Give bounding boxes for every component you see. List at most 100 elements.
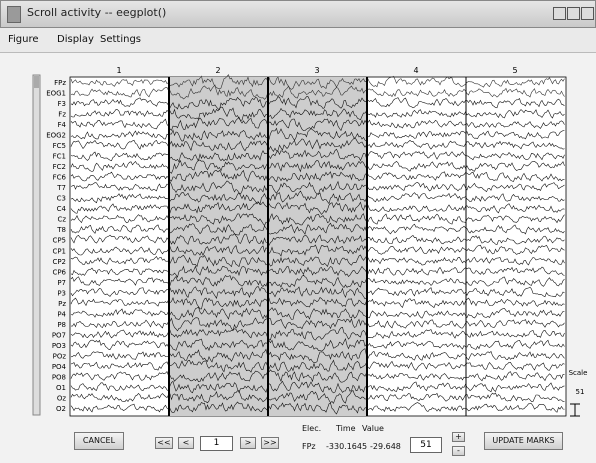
channel-label: PO4 [52, 363, 67, 371]
eeg-trace [70, 213, 565, 227]
cancel-button[interactable]: CANCEL [74, 432, 124, 450]
channel-label: EOG2 [46, 132, 66, 140]
eeg-trace [70, 306, 565, 320]
channel-label: CP2 [52, 258, 66, 266]
channel-label: P8 [57, 321, 66, 329]
channel-label: FC6 [53, 174, 67, 182]
channel-label: PO7 [52, 331, 66, 339]
eeg-trace [70, 116, 565, 132]
epoch-label: 3 [314, 66, 319, 75]
channel-label: P3 [57, 289, 66, 297]
eeg-trace [70, 106, 565, 121]
eeg-trace [70, 254, 565, 268]
slider-thumb[interactable] [34, 76, 39, 88]
readout-value: FPz [302, 442, 316, 451]
eeg-trace [70, 74, 565, 90]
eeg-trace [70, 348, 565, 364]
maximize-button[interactable] [567, 7, 580, 20]
channel-label: CP5 [52, 237, 66, 245]
readout-value: -330.1645 [326, 442, 368, 451]
eeg-trace [70, 390, 565, 404]
channel-label: Oz [57, 394, 67, 402]
channel-label: T8 [56, 226, 66, 234]
last-button[interactable]: >> [261, 437, 279, 449]
epoch-label: 4 [413, 66, 418, 75]
plus-button[interactable]: + [452, 432, 465, 442]
menu-bar: Figure Display Settings [0, 28, 596, 53]
eeg-trace [70, 222, 565, 236]
channel-labels: FPz EOG1 F3 Fz F4 EOG2 FC5 FC1 FC2 FC6 T7 C3 C4 Cz T8 C… [46, 79, 66, 413]
close-button[interactable] [581, 7, 594, 20]
menu-item[interactable]: Figure [8, 34, 39, 45]
prev-button[interactable]: < [178, 437, 194, 449]
eeg-trace [70, 127, 565, 142]
title-bar: Scroll activity -- eegplot() [0, 0, 596, 28]
epoch-label: 5 [512, 66, 517, 75]
scale-label: Scale [569, 369, 588, 377]
eeg-trace [70, 84, 565, 100]
channel-label: P4 [57, 310, 66, 318]
eeg-trace [70, 244, 565, 257]
eeg-trace [70, 380, 565, 394]
window-icon [7, 6, 21, 23]
eeg-trace [70, 369, 565, 383]
first-button[interactable]: << [155, 437, 173, 449]
channel-label: PO3 [52, 342, 66, 350]
eeg-trace [70, 190, 565, 205]
channel-label: FPz [54, 79, 66, 87]
channel-label: Cz [57, 216, 66, 224]
channel-label: CP1 [52, 247, 66, 255]
scale-bar [570, 403, 580, 417]
channel-label: FC5 [53, 142, 66, 150]
eeg-trace [70, 233, 565, 247]
minimize-button[interactable] [553, 7, 566, 20]
readout-header: Time [336, 424, 356, 433]
channel-label: O2 [56, 405, 66, 413]
eeg-trace [70, 274, 565, 288]
scale-value: 51 [576, 388, 585, 396]
channel-label: F3 [58, 100, 66, 108]
channel-label: T7 [56, 184, 66, 192]
channel-label: F4 [58, 121, 67, 129]
readout-header: Elec. [302, 424, 322, 433]
menu-item[interactable]: Settings [100, 34, 142, 45]
window-title: Scroll activity -- eegplot() [27, 6, 167, 19]
readout-header: Value [362, 424, 384, 433]
eeg-trace [70, 96, 565, 111]
next-button[interactable]: > [240, 437, 256, 449]
channel-slider[interactable] [32, 74, 41, 416]
eeg-trace [70, 326, 565, 341]
epoch-label: 2 [215, 66, 220, 75]
eeg-trace [70, 338, 565, 352]
update-marks-button[interactable]: UPDATE MARKS [484, 432, 563, 450]
minus-button[interactable]: - [452, 446, 465, 456]
channel-label: Pz [58, 300, 66, 308]
channel-label: C3 [57, 195, 66, 203]
readout-value: -29.648 [370, 442, 401, 451]
channel-label: CP6 [52, 268, 66, 276]
traces [70, 74, 565, 415]
eeg-trace [70, 359, 565, 373]
eeg-trace [70, 297, 565, 310]
menu-item[interactable]: Display [57, 34, 94, 45]
eeg-trace [70, 169, 565, 183]
channel-label: Fz [58, 111, 66, 119]
channel-label: PO8 [52, 373, 66, 381]
eeg-trace [71, 317, 565, 332]
channel-label: C4 [57, 205, 67, 213]
eeg-trace [70, 265, 565, 278]
channel-label: O1 [56, 384, 66, 392]
channel-label: POz [53, 352, 67, 360]
epoch-label: 1 [116, 66, 121, 75]
spacing-input[interactable]: 51 [410, 437, 442, 453]
channel-label: EOG1 [46, 90, 66, 98]
eeg-trace [70, 137, 565, 152]
eeg-trace [70, 201, 565, 215]
epoch-input[interactable]: 1 [200, 436, 233, 451]
eeg-trace [70, 401, 565, 415]
channel-label: P7 [57, 279, 66, 287]
channel-label: FC2 [53, 163, 66, 171]
channel-label: FC1 [53, 153, 66, 161]
